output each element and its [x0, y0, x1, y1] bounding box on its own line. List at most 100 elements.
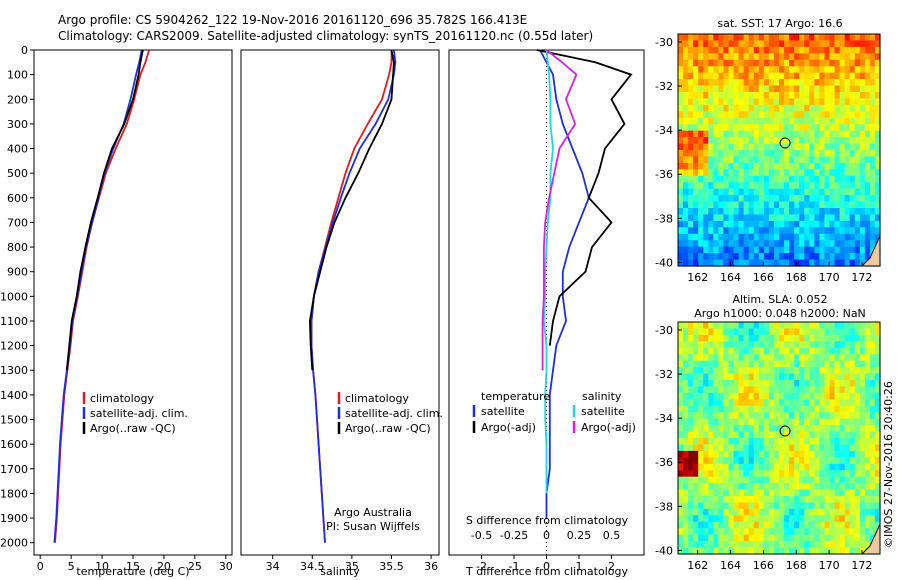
map-cell: [723, 130, 730, 138]
map-cell: [713, 79, 719, 87]
map-cell: [703, 367, 709, 375]
map-cell: [718, 85, 725, 93]
map-cell: [809, 508, 815, 516]
map-cell: [849, 431, 856, 439]
map-cell: [738, 496, 745, 504]
map-cell: [839, 188, 846, 196]
map-cell: [779, 328, 785, 336]
map-cell: [834, 380, 841, 388]
map-cell: [743, 220, 750, 228]
y-tick-label: -36: [655, 456, 673, 469]
map-cell: [794, 341, 800, 349]
map-cell: [758, 72, 765, 80]
map-cell: [829, 405, 836, 413]
map-cell: [799, 72, 805, 80]
y-tick-label: -30: [655, 324, 673, 337]
map-cell: [834, 392, 841, 400]
map-cell: [854, 399, 861, 407]
map-cell: [758, 40, 765, 48]
map-cell: [753, 547, 760, 555]
map-cell: [839, 412, 846, 420]
map-cell: [678, 175, 684, 183]
map-cell: [718, 418, 725, 426]
map-cell: [854, 137, 861, 145]
map-cell: [678, 438, 684, 446]
map-cell: [698, 85, 704, 93]
map-cell: [799, 53, 805, 61]
map-cell: [683, 233, 689, 241]
map-cell: [784, 418, 790, 426]
map-cell: [789, 233, 795, 241]
map-cell: [723, 46, 730, 54]
map-cell: [683, 347, 689, 355]
map-cell: [809, 220, 815, 228]
map-cell: [683, 130, 689, 138]
map-cell: [869, 470, 876, 478]
map-cell: [688, 201, 694, 209]
map-cell: [688, 483, 694, 491]
map-cell: [753, 79, 760, 87]
map-cell: [768, 521, 775, 529]
map-cell: [678, 111, 684, 119]
map-cell: [678, 360, 684, 368]
map-cell: [753, 72, 760, 80]
map-cell: [824, 541, 831, 549]
map-cell: [834, 528, 841, 536]
map-cell: [678, 137, 684, 145]
map-cell: [794, 354, 800, 362]
map-cell: [748, 201, 755, 209]
map-cell: [688, 34, 694, 42]
map-cell: [743, 240, 750, 248]
map-cell: [829, 328, 836, 336]
map-cell: [849, 438, 856, 446]
map-cell: [854, 405, 861, 413]
map-cell: [864, 72, 871, 80]
map-cell: [773, 399, 780, 407]
map-cell: [713, 246, 719, 254]
map-cell: [869, 360, 876, 368]
map-cell: [758, 253, 765, 261]
map-cell: [693, 483, 699, 491]
map-cell: [794, 425, 800, 433]
map-cell: [758, 59, 765, 67]
map-cell: [718, 182, 725, 190]
map-cell: [773, 521, 780, 529]
map-cell: [713, 259, 719, 267]
map-cell: [743, 515, 750, 523]
map-cell: [859, 72, 866, 80]
x-tick-label: 20: [157, 560, 171, 573]
map-cell: [819, 360, 826, 368]
map-cell: [874, 188, 881, 196]
map-cell: [874, 489, 881, 497]
map-cell: [693, 354, 699, 362]
x-tick-label: 164: [720, 559, 741, 572]
map-cell: [834, 253, 841, 261]
map-cell: [728, 392, 735, 400]
map-cell: [824, 328, 831, 336]
map-cell: [859, 528, 866, 536]
map-cell: [703, 104, 709, 112]
map-cell: [743, 341, 750, 349]
map-cell: [693, 470, 699, 478]
map-cell: [733, 457, 740, 465]
map-cell: [844, 386, 851, 394]
map-cell: [864, 392, 871, 400]
map-cell: [854, 521, 861, 529]
map-cell: [723, 470, 730, 478]
map-cell: [748, 72, 755, 80]
map-cell: [713, 534, 719, 542]
map-cell: [773, 334, 780, 342]
map-cell: [874, 373, 881, 381]
map-cell: [789, 508, 795, 516]
map-cell: [859, 367, 866, 375]
map-cell: [859, 489, 866, 497]
map-cell: [753, 214, 760, 222]
map-cell: [869, 483, 876, 491]
map-cell: [723, 79, 730, 87]
map-cell: [819, 534, 826, 542]
map-cell: [819, 425, 826, 433]
map-cell: [789, 386, 795, 394]
map-cell: [713, 418, 719, 426]
map-cell: [743, 137, 750, 145]
series-line-1: [53, 49, 143, 543]
